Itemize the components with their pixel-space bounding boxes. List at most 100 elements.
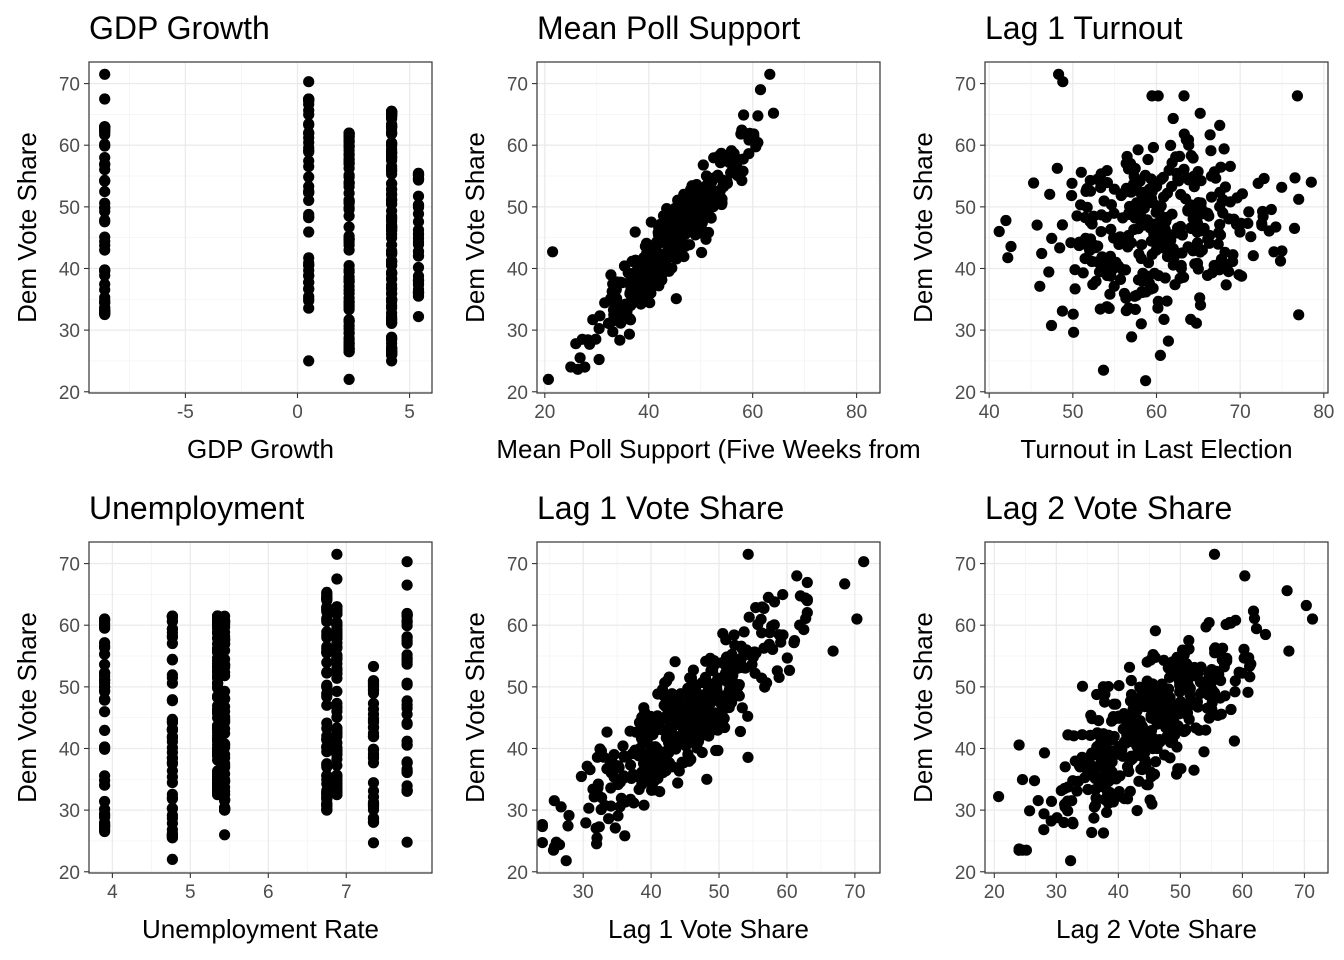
data-point: [1162, 718, 1174, 730]
y-tick-label: 30: [955, 321, 976, 342]
data-point: [635, 298, 647, 310]
data-point: [1081, 183, 1093, 195]
data-point: [1086, 255, 1098, 268]
data-point: [321, 656, 333, 669]
data-point: [1045, 795, 1058, 808]
data-point: [343, 373, 355, 385]
panel-background: [89, 62, 432, 393]
data-point: [1126, 726, 1138, 738]
data-point: [736, 702, 748, 714]
data-point: [343, 171, 355, 183]
data-point: [858, 556, 870, 568]
data-point: [1227, 249, 1239, 261]
data-point: [1013, 739, 1025, 751]
data-point: [1159, 272, 1171, 284]
data-point: [1067, 308, 1079, 320]
x-axis-title: GDP Growth: [187, 434, 334, 464]
data-point: [682, 748, 694, 760]
x-tick-label: 40: [1108, 882, 1129, 903]
data-point: [1122, 163, 1135, 175]
data-point: [1068, 730, 1080, 742]
data-point: [742, 751, 754, 764]
data-point: [736, 652, 748, 664]
data-point: [1034, 280, 1046, 292]
data-point: [1136, 286, 1148, 298]
data-point: [1164, 752, 1176, 764]
data-point: [1013, 844, 1025, 856]
data-point: [591, 838, 603, 850]
data-point: [1288, 222, 1301, 234]
data-point: [1126, 331, 1138, 343]
data-point: [719, 721, 731, 734]
scatter-panel-6: 20 30 40 50 60 70 20 30 40 50 60 70 Lag 2 Vote Share…: [908, 490, 1329, 944]
data-point: [331, 548, 343, 560]
data-point: [1155, 200, 1167, 212]
data-point: [331, 724, 343, 737]
panel-title: Mean Poll Support: [537, 10, 800, 46]
data-point: [1183, 174, 1195, 186]
data-point: [401, 616, 413, 628]
data-point: [166, 777, 178, 789]
data-point: [1244, 660, 1256, 672]
data-point: [401, 677, 413, 689]
data-point: [580, 817, 592, 829]
data-point: [99, 741, 111, 753]
data-point: [651, 742, 663, 754]
data-point: [608, 749, 620, 761]
data-point: [563, 809, 575, 822]
data-point: [1075, 166, 1087, 178]
data-point: [1158, 313, 1170, 325]
data-point: [343, 296, 355, 309]
data-point: [728, 629, 740, 641]
data-point: [1172, 763, 1184, 775]
data-point: [1114, 231, 1126, 243]
data-point: [725, 167, 737, 179]
scatter-panel-1: -5 0 5 20 30 40 50 60 70 GDP Growth GDP Growth Dem …: [12, 10, 433, 464]
data-point: [1138, 725, 1150, 737]
data-point: [777, 589, 789, 601]
data-point: [1084, 757, 1096, 769]
data-point: [401, 718, 413, 731]
data-point: [386, 228, 398, 241]
data-point: [1224, 196, 1236, 208]
data-point: [219, 829, 231, 841]
data-point: [694, 694, 706, 706]
data-point: [219, 701, 231, 713]
data-point: [711, 681, 723, 693]
data-point: [343, 346, 355, 358]
y-axis-title: Dem Vote Share: [460, 612, 490, 803]
data-point: [412, 236, 425, 248]
data-point: [303, 211, 315, 223]
data-point: [1128, 178, 1140, 190]
data-point: [219, 768, 231, 780]
data-point: [1172, 173, 1184, 185]
x-axis-title: Unemployment Rate: [142, 914, 379, 944]
x-tick-label: 20: [534, 402, 555, 423]
data-point: [401, 579, 413, 591]
data-point: [680, 197, 692, 209]
data-point: [1178, 725, 1190, 738]
data-point: [1276, 245, 1288, 257]
data-point: [303, 276, 315, 288]
data-point: [719, 690, 731, 702]
data-point: [1220, 618, 1232, 631]
x-tick-label: 70: [1294, 882, 1315, 903]
data-point: [1152, 295, 1164, 307]
data-point: [321, 789, 333, 801]
x-tick-label: 70: [844, 882, 865, 903]
data-point: [99, 121, 111, 133]
data-point: [303, 226, 315, 238]
data-point: [1250, 623, 1263, 635]
data-point: [99, 235, 111, 247]
data-point: [1121, 761, 1134, 773]
data-point: [99, 706, 111, 718]
data-point: [1258, 172, 1270, 185]
data-point: [1152, 737, 1164, 750]
data-point: [752, 137, 764, 149]
data-point: [703, 185, 715, 197]
data-point: [736, 643, 748, 655]
y-tick-label: 30: [59, 801, 80, 822]
x-tick-label: 7: [341, 882, 352, 903]
data-point: [614, 334, 626, 346]
data-point: [738, 109, 750, 121]
